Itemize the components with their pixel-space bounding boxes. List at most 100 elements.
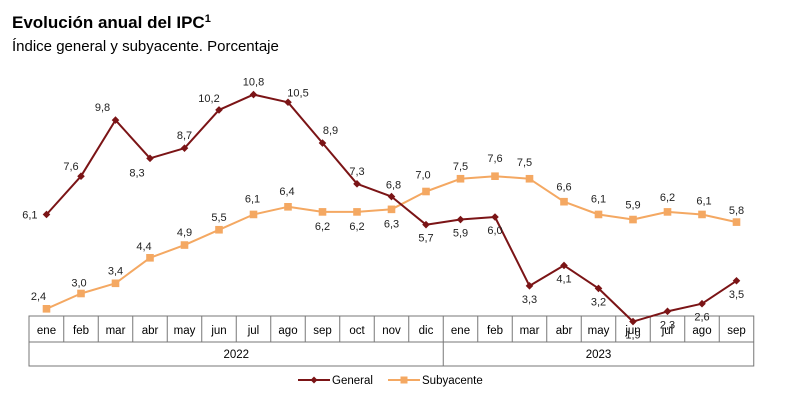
- x-tick-label: abr: [142, 325, 159, 337]
- data-label-general: 3,2: [591, 296, 606, 308]
- data-label-general: 10,8: [243, 77, 264, 89]
- data-label-general: 8,9: [323, 125, 338, 137]
- data-point-general: [698, 299, 706, 308]
- data-point-subyacente: [560, 197, 568, 206]
- data-point-subyacente: [353, 208, 361, 216]
- data-label-general: 4,1: [556, 273, 571, 285]
- title-footnote-mark: 1: [204, 13, 211, 25]
- data-point-general: [146, 154, 154, 163]
- x-tick-label: jul: [247, 325, 260, 337]
- data-label-subyacente: 6,4: [279, 186, 294, 198]
- data-label-general: 8,3: [129, 167, 144, 179]
- x-tick-label: ene: [37, 325, 56, 337]
- data-point-general: [387, 192, 396, 201]
- x-tick-label: jun: [624, 325, 640, 337]
- x-tick-label: ene: [451, 325, 470, 337]
- data-label-general: 2,6: [694, 312, 709, 324]
- data-point-general: [594, 284, 603, 293]
- x-tick-label: ago: [692, 325, 711, 337]
- data-point-subyacente: [318, 208, 327, 216]
- data-label-subyacente: 7,6: [487, 153, 502, 165]
- data-label-subyacente: 6,2: [315, 221, 330, 233]
- data-label-general: 8,7: [177, 130, 192, 142]
- data-labels: 6,1 7,6 9,8 8,3 8,7 10,2 10,8 10,5 8,9 7,3 6,8 5,7 5…: [22, 77, 744, 342]
- data-point-subyacente: [146, 254, 154, 262]
- data-point-subyacente: [180, 241, 189, 249]
- data-label-subyacente: 6,1: [245, 193, 260, 205]
- data-label-general: 5,9: [453, 228, 468, 240]
- data-point-subyacente: [663, 208, 672, 216]
- data-label-subyacente: 7,5: [517, 157, 532, 169]
- data-point-general: [318, 139, 327, 147]
- data-label-general: 1,9: [625, 330, 640, 342]
- x-tick-label: ago: [278, 325, 297, 337]
- legend-label-subyacente: Subyacente: [422, 375, 483, 387]
- data-label-subyacente: 6,2: [349, 221, 364, 233]
- data-point-general: [284, 98, 292, 107]
- data-point-general: [525, 282, 534, 290]
- x-tick-label: sep: [313, 325, 332, 337]
- data-point-subyacente: [456, 174, 465, 183]
- data-label-subyacente: 7,5: [453, 161, 468, 173]
- legend-label-general: General: [332, 375, 373, 387]
- x-tick-label: feb: [487, 325, 503, 337]
- x-tick-label: mar: [520, 325, 540, 337]
- chart-title: Evolución anual del IPC1: [12, 13, 211, 32]
- data-label-general: 10,2: [198, 93, 219, 105]
- data-label-subyacente: 5,8: [729, 205, 744, 217]
- data-label-general: 6,1: [22, 209, 37, 221]
- data-point-subyacente: [422, 187, 430, 196]
- data-label-general: 3,5: [729, 289, 744, 301]
- data-point-subyacente: [215, 225, 223, 234]
- data-point-general: [180, 144, 189, 152]
- data-label-general: 6,0: [487, 225, 502, 237]
- legend: General Subyacente: [298, 375, 483, 387]
- data-point-subyacente: [698, 210, 706, 219]
- x-tick-label: dic: [419, 325, 434, 337]
- x-tick-label: jul: [661, 325, 674, 337]
- data-label-general: 10,5: [287, 87, 308, 99]
- data-label-subyacente: 6,3: [384, 218, 399, 230]
- data-point-general: [560, 261, 568, 270]
- x-tick-label: jun: [210, 325, 226, 337]
- data-point-subyacente: [491, 172, 499, 180]
- data-point-subyacente: [387, 205, 396, 214]
- data-point-subyacente: [77, 289, 85, 298]
- data-point-general: [663, 307, 672, 316]
- data-label-subyacente: 4,4: [136, 241, 151, 253]
- x-tick-label: sep: [727, 325, 746, 337]
- data-point-general: [491, 213, 499, 221]
- data-label-subyacente: 7,0: [415, 170, 430, 182]
- data-label-subyacente: 3,4: [108, 265, 123, 277]
- data-label-subyacente: 6,6: [556, 182, 571, 194]
- data-point-general: [77, 172, 85, 180]
- data-label-subyacente: 5,5: [211, 212, 226, 224]
- data-label-subyacente: 6,1: [696, 195, 711, 207]
- data-point-subyacente: [629, 215, 637, 224]
- data-point-subyacente: [111, 279, 120, 288]
- data-point-subyacente: [249, 210, 258, 219]
- x-year-label: 2022: [223, 349, 249, 361]
- data-point-general: [422, 220, 430, 229]
- data-point-general: [42, 210, 51, 219]
- chart-subtitle: Índice general y subyacente. Porcentaje: [12, 38, 279, 55]
- data-point-general: [629, 317, 637, 326]
- data-point-subyacente: [525, 174, 534, 183]
- data-label-subyacente: 6,2: [660, 192, 675, 204]
- data-label-general: 2,3: [660, 319, 675, 331]
- data-label-general: 5,7: [418, 233, 433, 245]
- data-label-subyacente: 5,9: [625, 200, 640, 212]
- series-general: [42, 90, 741, 326]
- data-label-subyacente: 2,4: [31, 291, 46, 303]
- data-label-subyacente: 4,9: [177, 227, 192, 239]
- data-label-general: 9,8: [95, 102, 110, 114]
- x-tick-label: mar: [106, 325, 126, 337]
- data-point-general: [249, 90, 258, 99]
- series-subyacente: [42, 172, 741, 313]
- data-point-subyacente: [42, 305, 51, 313]
- data-point-general: [456, 215, 465, 224]
- data-label-general: 3,3: [522, 294, 537, 306]
- x-tick-label: oct: [349, 325, 365, 337]
- x-tick-label: abr: [556, 325, 573, 337]
